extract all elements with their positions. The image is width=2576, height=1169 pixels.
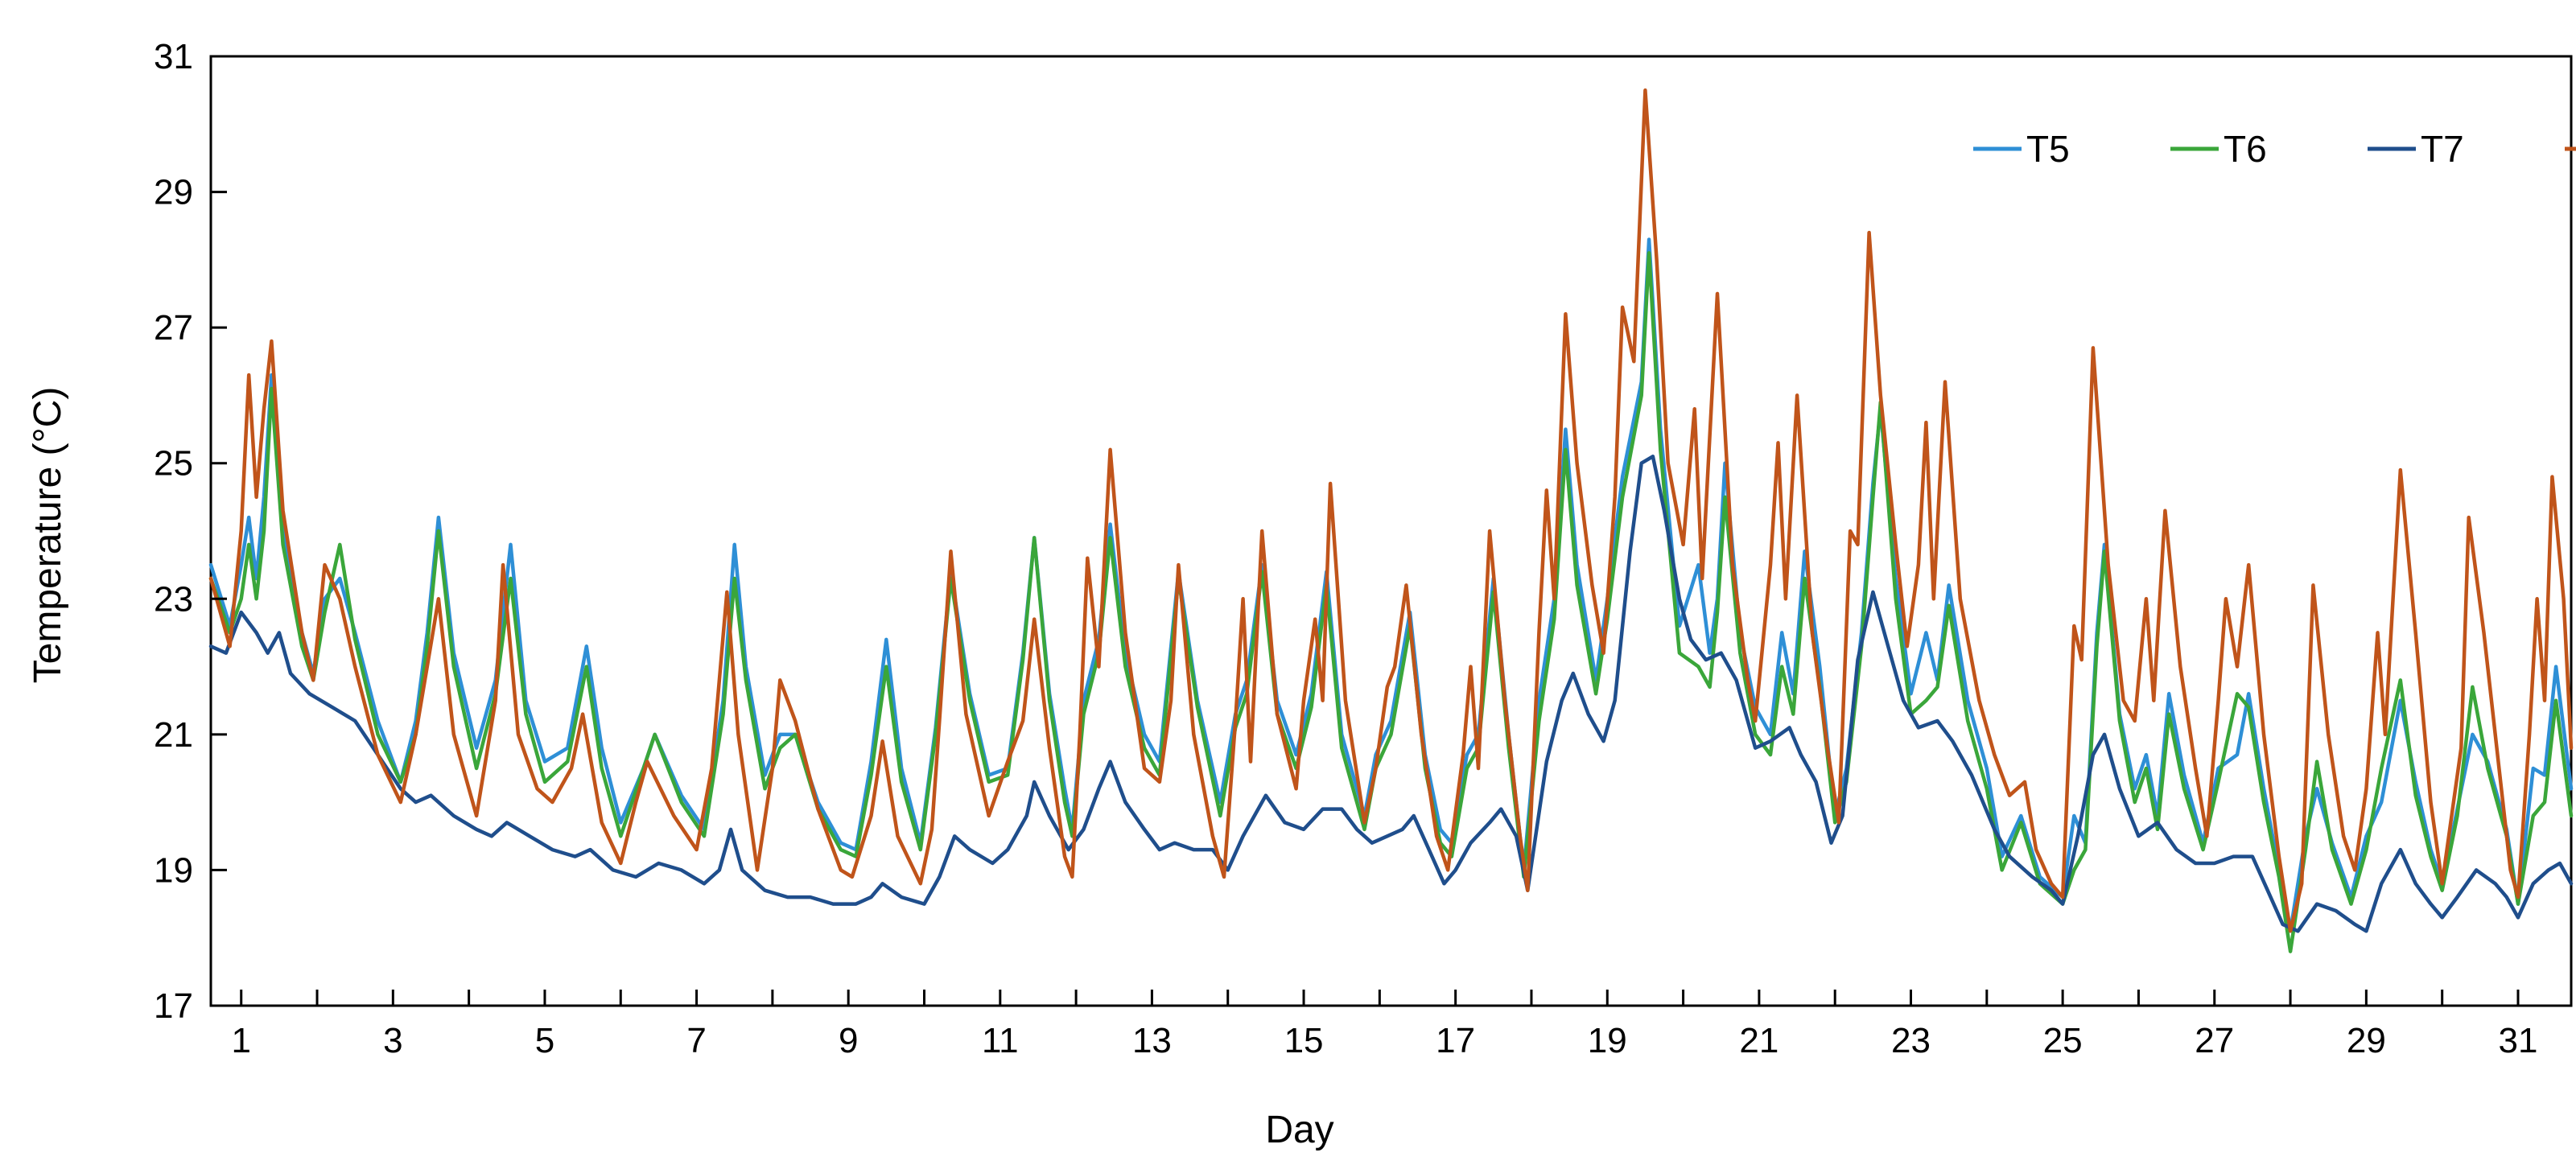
x-tick-label: 5 — [535, 1021, 554, 1060]
legend-label-t7: T7 — [2421, 128, 2464, 170]
y-tick-label: 27 — [154, 308, 193, 348]
x-tick-label: 13 — [1132, 1021, 1172, 1060]
x-axis-title: Day — [1265, 1109, 1333, 1151]
x-tick-label: 7 — [686, 1021, 706, 1060]
legend-label-t5: T5 — [2026, 128, 2070, 170]
y-tick-label: 31 — [154, 37, 193, 76]
y-tick-label: 17 — [154, 986, 193, 1026]
x-tick-label: 1 — [231, 1021, 250, 1060]
x-tick-label: 27 — [2195, 1021, 2234, 1060]
y-axis-ticks: 17 19 21 23 25 27 29 31 — [154, 37, 227, 1026]
y-axis-title: Temperature (°C) — [27, 387, 69, 684]
x-tick-label: 3 — [383, 1021, 402, 1060]
series-line-t6 — [208, 251, 2574, 953]
y-tick-label: 25 — [154, 444, 193, 484]
y-tick-label: 29 — [154, 173, 193, 212]
series-lines — [208, 88, 2574, 953]
x-tick-label: 31 — [2499, 1021, 2538, 1060]
series-line-t7 — [208, 455, 2574, 933]
plot-frame — [209, 55, 2573, 1007]
legend-label-t6: T6 — [2224, 128, 2267, 170]
x-tick-label: 15 — [1284, 1021, 1324, 1060]
x-tick-label: 19 — [1588, 1021, 1627, 1060]
x-tick-label: 11 — [982, 1021, 1019, 1060]
series-line-t5 — [208, 237, 2574, 933]
y-tick-label: 19 — [154, 850, 193, 890]
x-tick-label: 23 — [1891, 1021, 1931, 1060]
y-tick-label: 23 — [154, 579, 193, 619]
x-tick-label: 29 — [2347, 1021, 2386, 1060]
x-tick-label: 9 — [839, 1021, 858, 1060]
x-tick-label: 25 — [2043, 1021, 2083, 1060]
series-line-t8 — [208, 88, 2574, 933]
x-tick-label: 21 — [1739, 1021, 1778, 1060]
x-tick-label: 17 — [1436, 1021, 1475, 1060]
axes — [209, 55, 2573, 1007]
legend: T5T6T7T8 — [1973, 128, 2576, 170]
y-tick-label: 21 — [154, 715, 193, 755]
x-axis-ticks: 1 3 5 7 9 11 13 15 17 19 21 23 25 27 29 31 — [231, 990, 2537, 1060]
